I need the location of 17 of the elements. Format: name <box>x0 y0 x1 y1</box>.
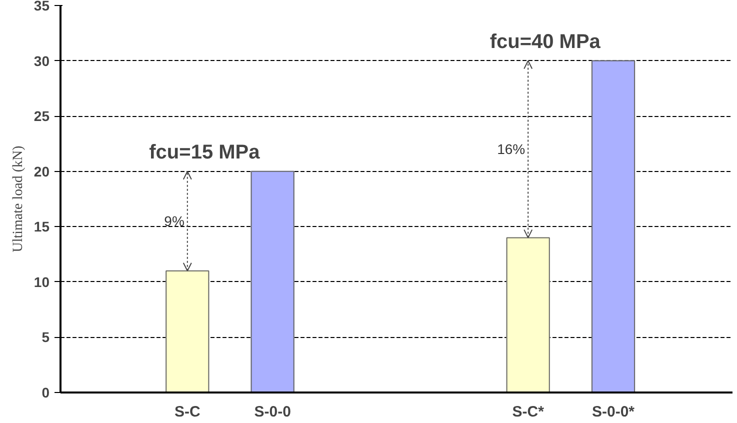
annotation: 16% <box>497 141 526 158</box>
y-tick-label: 25 <box>34 108 50 124</box>
y-tick-label: 30 <box>34 52 50 69</box>
annotation: 9% <box>164 213 184 230</box>
y-tick-label: 20 <box>34 163 50 180</box>
x-tick-label: S-0-0 <box>254 404 291 420</box>
x-tick-label: S-C <box>174 404 200 420</box>
y-tick-label: 10 <box>34 274 50 290</box>
y-tick-label: 15 <box>34 218 50 235</box>
y-axis-title: Ultimate load (kN) <box>10 145 26 252</box>
x-tick-label: S-0-0* <box>592 404 635 420</box>
y-tick-label: 5 <box>42 329 50 346</box>
annotation: fcu=40 MPa <box>490 30 602 53</box>
y-tick-label: 0 <box>42 384 50 400</box>
x-tick-label: S-C* <box>512 404 544 420</box>
y-tick-label: 35 <box>34 0 50 14</box>
annotation: fcu=15 MPa <box>149 141 261 164</box>
